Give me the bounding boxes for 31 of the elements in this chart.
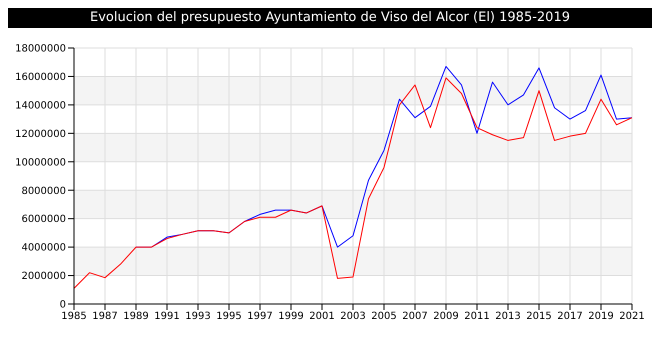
x-tick-label: 1995 (216, 311, 242, 322)
x-tick-label: 2011 (464, 311, 490, 322)
y-tick-label: 18000000 (15, 44, 66, 55)
x-tick-label: 1989 (123, 311, 149, 322)
x-tick-label: 2013 (495, 311, 521, 322)
x-tick-label: 1997 (247, 311, 273, 322)
x-tick-label: 1985 (61, 311, 87, 322)
x-tick-label: 1999 (278, 311, 304, 322)
y-tick-label: 12000000 (15, 128, 66, 140)
x-tick-label: 2019 (588, 311, 614, 322)
y-tick-label: 10000000 (15, 157, 66, 168)
x-tick-label: 2015 (526, 311, 552, 322)
x-tick-label: 2007 (402, 311, 428, 322)
y-tick-label: 16000000 (15, 72, 66, 83)
y-tick-label: 0 (60, 300, 66, 311)
x-tick-label: 1991 (154, 311, 180, 322)
x-tick-label: 2001 (309, 311, 335, 322)
y-tick-label: 6000000 (21, 214, 66, 226)
y-tick-label: 2000000 (21, 271, 66, 282)
y-tick-label: 4000000 (21, 242, 66, 254)
y-tick-label: 8000000 (21, 186, 66, 197)
x-tick-label: 2021 (619, 311, 645, 322)
x-tick-label: 1987 (92, 311, 118, 322)
x-tick-label: 2003 (340, 311, 366, 322)
x-tick-label: 2005 (371, 311, 397, 322)
x-tick-label: 1993 (185, 311, 211, 322)
x-tick-label: 2017 (557, 311, 583, 322)
x-tick-label: 2009 (433, 311, 459, 322)
y-tick-label: 14000000 (15, 100, 66, 112)
chart-title: Evolucion del presupuesto Ayuntamiento de Viso del Alcor (El) 1985-2019 (8, 8, 652, 28)
line-series (74, 77, 632, 289)
